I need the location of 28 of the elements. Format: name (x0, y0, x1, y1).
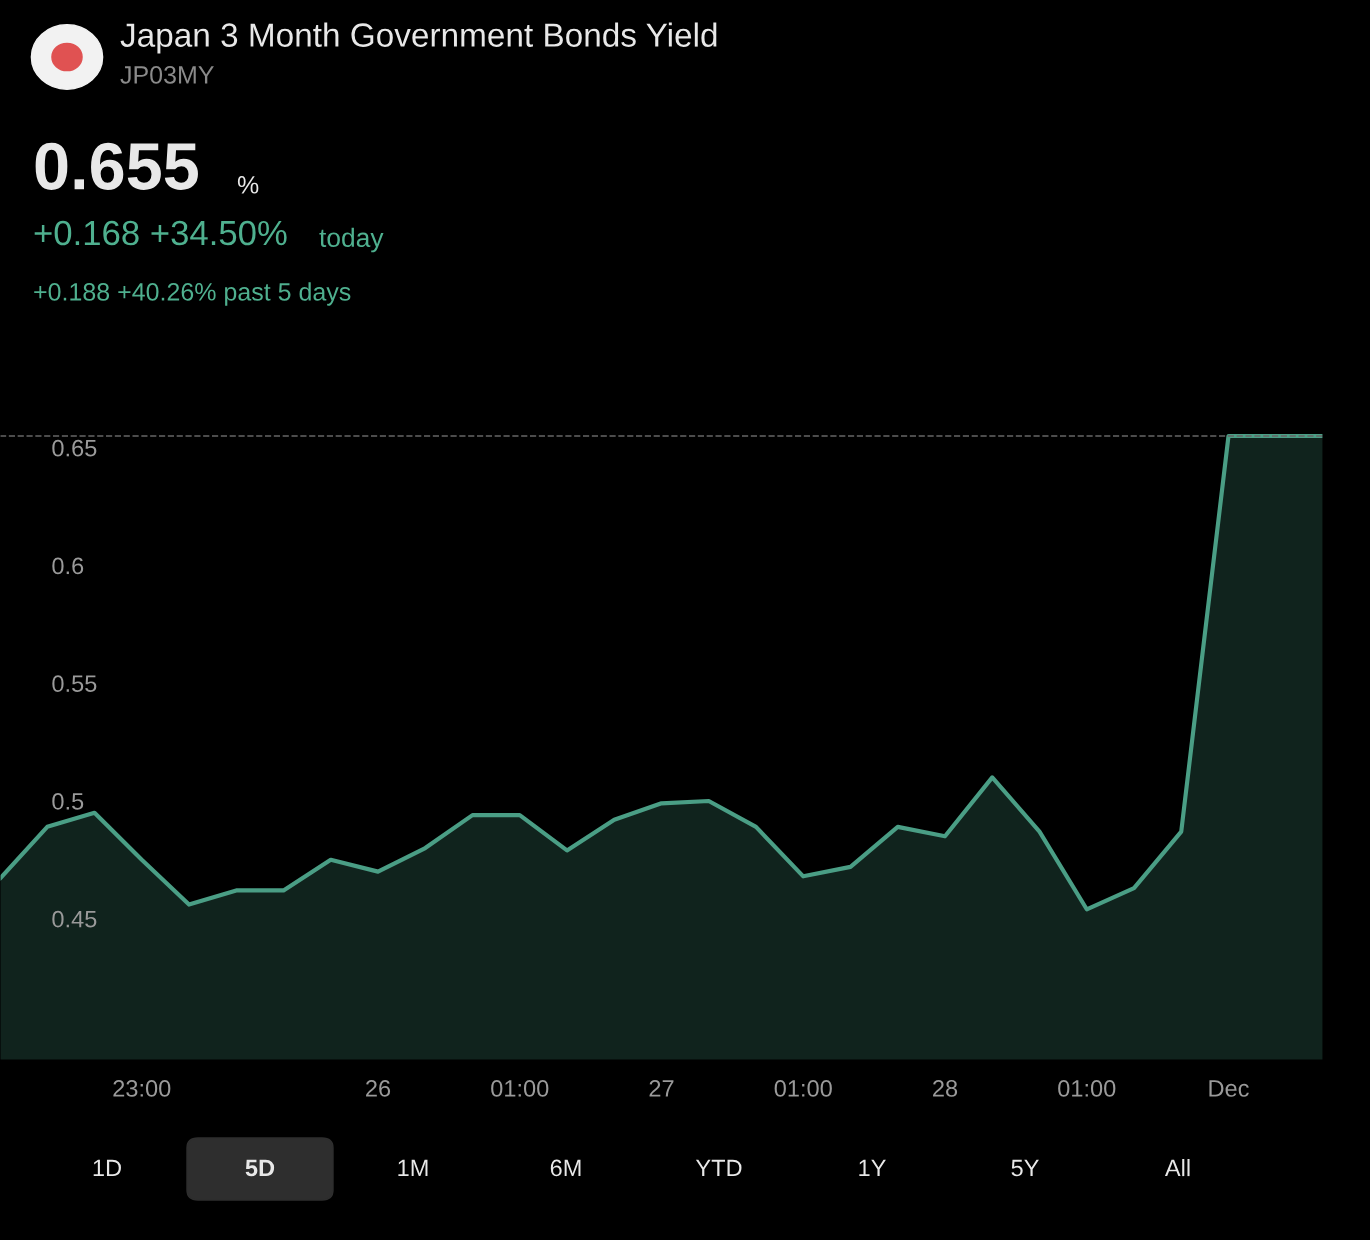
text: 1D (93, 1159, 121, 1177)
x-tick-label: Dec (1209, 1080, 1249, 1097)
x-tick-label: 01:00 (491, 1080, 549, 1097)
text: 6M (550, 1159, 581, 1177)
text: 1Y (859, 1159, 886, 1177)
text: 0.655 (35, 142, 198, 190)
x-tick-label: 26 (366, 1080, 391, 1097)
y-tick-label: 0.45 (52, 910, 97, 928)
y-tick-label: 0.65 (52, 439, 97, 457)
text: 5Y (1011, 1159, 1039, 1177)
x-tick-label: 23:00 (113, 1080, 171, 1097)
y-tick-label: 0.5 (52, 793, 84, 810)
x-tick-label: 28 (933, 1080, 958, 1097)
x-tick-label: 27 (649, 1080, 674, 1097)
text: +0.168 +34.50% (34, 220, 287, 246)
y-tick-label: 0.6 (52, 557, 84, 575)
text: All (1164, 1158, 1190, 1177)
chart-title: Japan 3 Month Government Bonds Yield (120, 22, 717, 54)
text: today (319, 227, 384, 253)
text: YTD (695, 1159, 742, 1177)
text: % (237, 176, 259, 194)
text: +0.188 +40.26% past 5 days (34, 282, 351, 306)
x-tick-label: 01:00 (774, 1080, 832, 1097)
text: 5D (245, 1159, 275, 1177)
x-tick-label: 01:00 (1058, 1080, 1116, 1097)
y-tick-label: 0.55 (52, 675, 97, 693)
chart-subtitle: JP03MY (120, 66, 214, 84)
text: 1M (398, 1159, 428, 1177)
